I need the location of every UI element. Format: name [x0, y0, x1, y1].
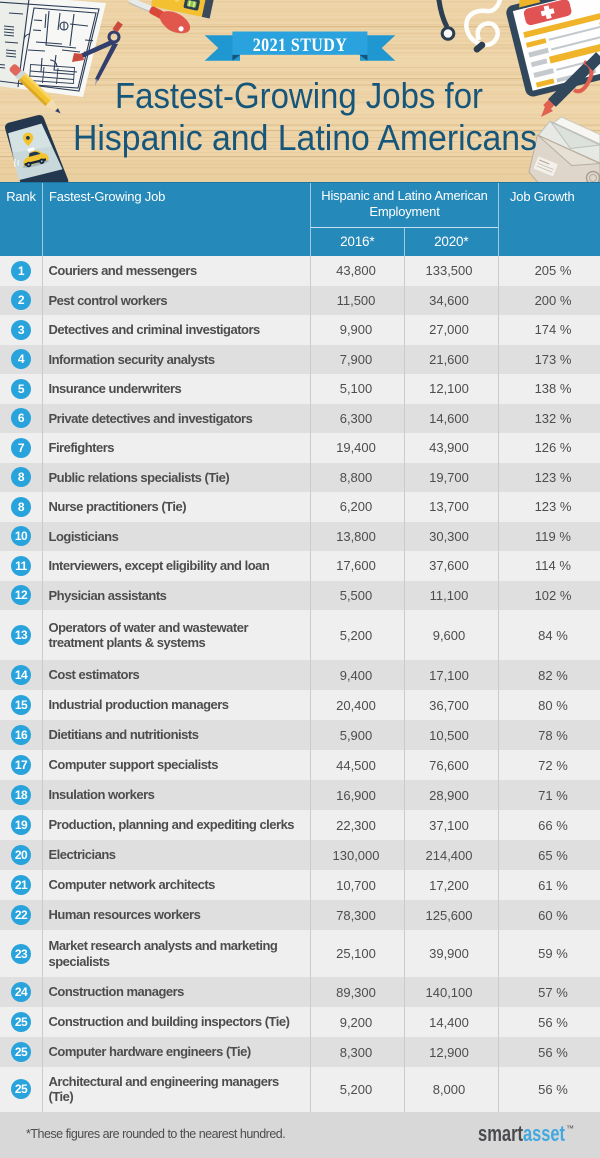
svg-text:™: ™: [566, 1124, 574, 1133]
svg-text:Hispanic and Latino Americans: Hispanic and Latino Americans: [73, 117, 537, 158]
svg-text:Fastest-Growing Jobs for: Fastest-Growing Jobs for: [115, 75, 483, 116]
svg-text:2021 STUDY: 2021 STUDY: [253, 35, 348, 56]
svg-text:asset: asset: [523, 1121, 565, 1146]
svg-text:smart: smart: [478, 1121, 524, 1146]
